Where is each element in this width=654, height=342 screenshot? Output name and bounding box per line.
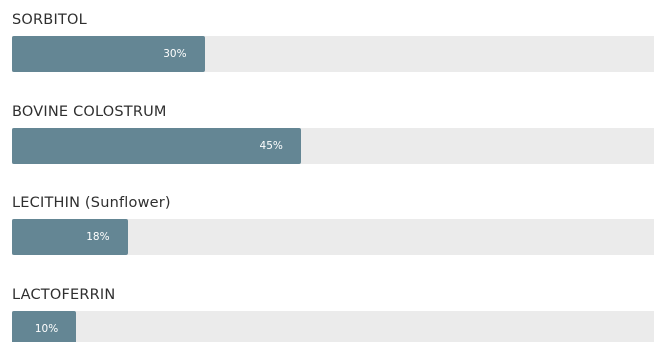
progress-fill: 18% xyxy=(12,219,128,255)
progress-fill: 10% xyxy=(12,311,77,342)
ingredient-label: LECITHIN (Sunflower) xyxy=(12,195,171,211)
progress-track: 10% xyxy=(12,311,654,342)
percent-label: 30% xyxy=(163,48,187,60)
percent-label: 45% xyxy=(259,140,283,152)
ingredient-label: LACTOFERRIN xyxy=(12,287,116,303)
progress-track: 18% xyxy=(12,219,654,255)
ingredient-label: BOVINE COLOSTRUM xyxy=(12,104,167,120)
progress-fill: 30% xyxy=(12,36,205,72)
ingredient-label: SORBITOL xyxy=(12,12,87,28)
progress-fill: 45% xyxy=(12,128,301,164)
percent-label: 10% xyxy=(34,323,59,335)
percent-label: 18% xyxy=(86,231,110,243)
progress-track: 30% xyxy=(12,36,654,72)
progress-track: 45% xyxy=(12,128,654,164)
